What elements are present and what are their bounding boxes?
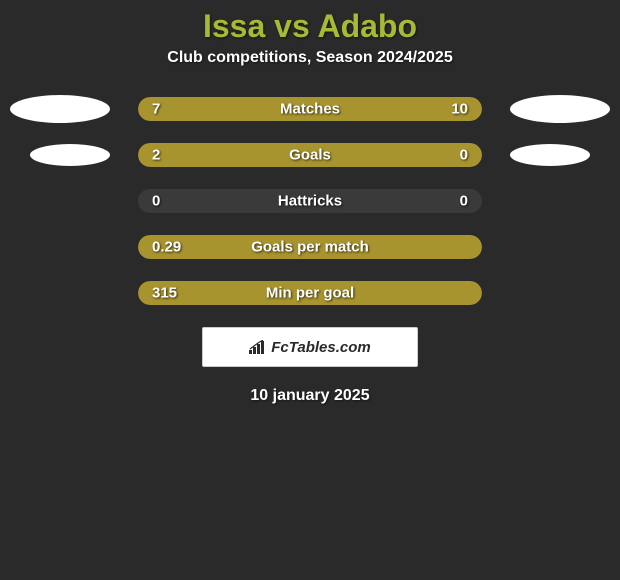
stat-label: Goals per match [251,239,369,256]
page-title: Issa vs Adabo [0,0,620,49]
stat-value-right: 10 [451,101,468,118]
stat-label: Goals [289,147,331,164]
stat-value-left: 315 [152,285,177,302]
bar-left-fill [138,143,413,167]
stat-value-left: 2 [152,147,160,164]
stat-row-mpg: 315 Min per goal [10,281,610,305]
stat-row-goals: 2 Goals 0 [10,143,610,167]
stat-row-gpm: 0.29 Goals per match [10,235,610,259]
bar-container: 7 Matches 10 [138,97,482,121]
player-avatar-left [10,95,110,123]
main-container: Issa vs Adabo Club competitions, Season … [0,0,620,580]
stat-label: Matches [280,101,340,118]
stat-value-left: 7 [152,101,160,118]
stat-value-left: 0 [152,193,160,210]
stat-label: Min per goal [266,285,354,302]
bar-right-fill [413,143,482,167]
player-avatar-right [510,95,610,123]
footer-date: 10 january 2025 [0,387,620,405]
page-subtitle: Club competitions, Season 2024/2025 [0,49,620,97]
stat-row-hattricks: 0 Hattricks 0 [10,189,610,213]
stat-row-matches: 7 Matches 10 [10,97,610,121]
bar-container: 0.29 Goals per match [138,235,482,259]
bar-container: 2 Goals 0 [138,143,482,167]
player-avatar-right [510,144,590,166]
bar-container: 315 Min per goal [138,281,482,305]
player-avatar-left [30,144,110,166]
logo-text: FcTables.com [271,339,370,356]
stat-value-left: 0.29 [152,239,181,256]
logo-box[interactable]: FcTables.com [202,327,418,367]
bar-container: 0 Hattricks 0 [138,189,482,213]
stats-area: 7 Matches 10 2 Goals 0 0 Hattricks 0 [0,97,620,305]
chart-icon [249,340,267,354]
stat-value-right: 0 [460,147,468,164]
stat-label: Hattricks [278,193,342,210]
stat-value-right: 0 [460,193,468,210]
